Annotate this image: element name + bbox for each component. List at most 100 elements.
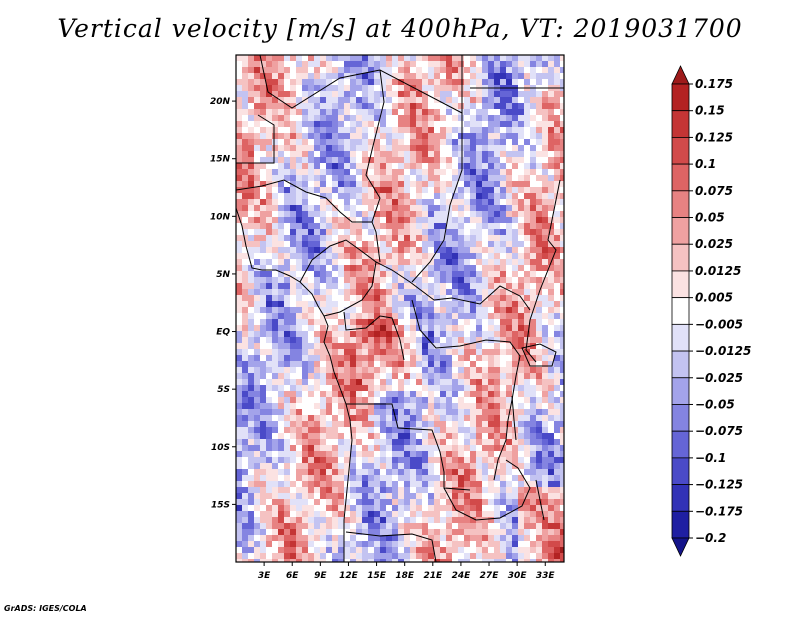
field-cell: [266, 157, 272, 163]
field-cell: [344, 79, 350, 85]
field-cell: [500, 493, 506, 499]
field-cell: [374, 79, 380, 85]
field-cell: [320, 73, 326, 79]
field-cell: [284, 493, 290, 499]
field-cell: [452, 391, 458, 397]
field-cell: [542, 217, 548, 223]
field-cell: [416, 181, 422, 187]
field-cell: [248, 325, 254, 331]
field-cell: [320, 187, 326, 193]
field-cell: [554, 205, 560, 211]
field-cell: [560, 499, 564, 505]
field-cell: [428, 121, 434, 127]
field-cell: [296, 307, 302, 313]
field-cell: [260, 547, 266, 553]
field-cell: [278, 115, 284, 121]
field-cell: [290, 259, 296, 265]
field-cell: [326, 349, 332, 355]
field-cell: [308, 481, 314, 487]
field-cell: [416, 553, 422, 559]
field-cell: [536, 535, 542, 541]
field-cell: [344, 67, 350, 73]
field-cell: [488, 481, 494, 487]
field-cell: [482, 91, 488, 97]
field-cell: [398, 199, 404, 205]
field-cell: [344, 289, 350, 295]
field-cell: [494, 295, 500, 301]
field-cell: [422, 547, 428, 553]
field-cell: [356, 475, 362, 481]
field-cell: [500, 139, 506, 145]
field-cell: [386, 175, 392, 181]
field-cell: [500, 319, 506, 325]
field-cell: [320, 319, 326, 325]
field-cell: [374, 115, 380, 121]
field-cell: [320, 247, 326, 253]
field-cell: [560, 373, 564, 379]
field-cell: [302, 559, 308, 562]
field-cell: [416, 295, 422, 301]
field-cell: [326, 523, 332, 529]
field-cell: [476, 295, 482, 301]
field-cell: [350, 187, 356, 193]
field-cell: [512, 157, 518, 163]
field-cell: [536, 361, 542, 367]
field-cell: [308, 187, 314, 193]
field-cell: [530, 193, 536, 199]
field-cell: [410, 547, 416, 553]
field-cell: [374, 553, 380, 559]
field-cell: [434, 181, 440, 187]
field-cell: [374, 313, 380, 319]
field-cell: [260, 217, 266, 223]
field-cell: [470, 547, 476, 553]
field-cell: [308, 505, 314, 511]
field-cell: [524, 133, 530, 139]
field-cell: [554, 181, 560, 187]
field-cell: [344, 415, 350, 421]
field-cell: [536, 157, 542, 163]
field-cell: [326, 409, 332, 415]
field-cell: [530, 439, 536, 445]
field-cell: [452, 247, 458, 253]
field-cell: [452, 523, 458, 529]
field-cell: [500, 409, 506, 415]
field-cell: [242, 61, 248, 67]
field-cell: [302, 235, 308, 241]
lake-victoria: [521, 343, 557, 367]
field-cell: [446, 385, 452, 391]
field-cell: [464, 55, 470, 61]
field-cell: [266, 379, 272, 385]
field-cell: [476, 133, 482, 139]
field-cell: [260, 193, 266, 199]
field-cell: [266, 55, 272, 61]
field-cell: [350, 79, 356, 85]
field-cell: [242, 475, 248, 481]
field-cell: [254, 559, 260, 562]
field-cell: [428, 433, 434, 439]
field-cell: [476, 547, 482, 553]
field-cell: [470, 55, 476, 61]
field-cell: [410, 67, 416, 73]
field-cell: [446, 217, 452, 223]
field-cell: [500, 553, 506, 559]
field-cell: [560, 265, 564, 271]
field-cell: [284, 121, 290, 127]
field-cell: [398, 103, 404, 109]
field-cell: [368, 331, 374, 337]
field-cell: [470, 199, 476, 205]
field-cell: [476, 103, 482, 109]
colorbar-bottom-cap: [671, 537, 690, 557]
field-cell: [380, 397, 386, 403]
field-cell: [248, 73, 254, 79]
field-cell: [560, 301, 564, 307]
field-cell: [422, 103, 428, 109]
field-cell: [344, 499, 350, 505]
field-cell: [434, 271, 440, 277]
field-cell: [404, 547, 410, 553]
field-cell: [254, 295, 260, 301]
field-cell: [290, 73, 296, 79]
field-cell: [524, 157, 530, 163]
field-cell: [506, 301, 512, 307]
field-cell: [536, 175, 542, 181]
field-cell: [506, 547, 512, 553]
